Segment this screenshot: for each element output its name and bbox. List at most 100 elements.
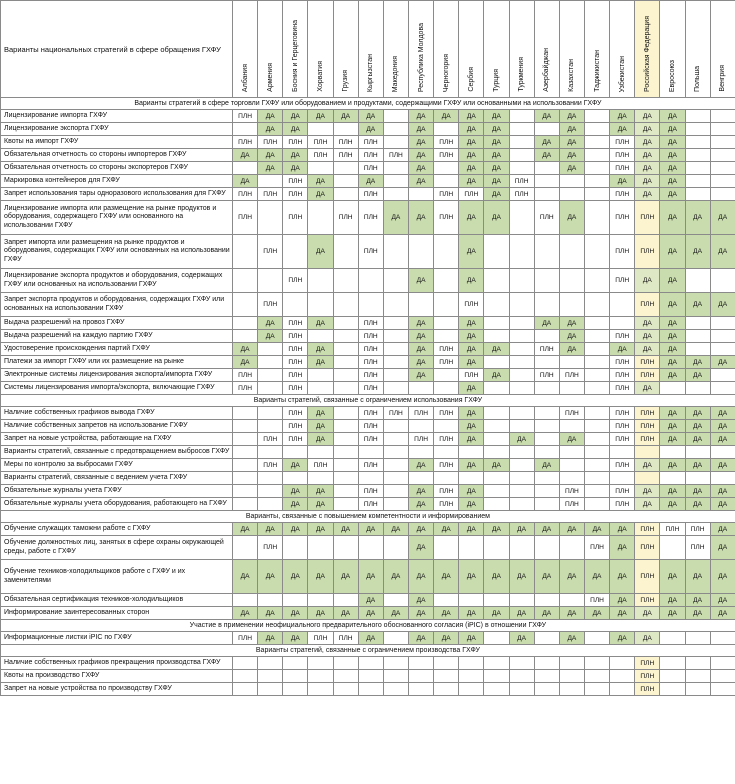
status-cell: ДА — [583, 606, 611, 620]
status-cell: ДА — [634, 458, 661, 472]
status-cell — [709, 471, 735, 485]
country-name: Албания — [241, 63, 249, 92]
status-cell — [382, 329, 409, 343]
status-cell — [558, 669, 585, 683]
status-cell — [709, 631, 735, 645]
status-cell: ДА — [558, 432, 585, 446]
status-cell: ДА — [282, 631, 309, 645]
row-label: Квоты на импорт ГХФУ — [0, 135, 233, 149]
status-cell: ДА — [382, 200, 409, 235]
status-cell: ПЛН — [433, 484, 460, 498]
status-cell — [332, 535, 359, 560]
status-cell: ДА — [709, 484, 735, 498]
status-cell — [282, 471, 309, 485]
status-cell: ДА — [357, 122, 384, 136]
status-cell — [684, 381, 711, 395]
status-cell: ПЛН — [458, 292, 485, 317]
status-cell: ДА — [332, 606, 359, 620]
status-cell — [231, 161, 259, 175]
status-cell: ДА — [257, 316, 284, 330]
status-cell — [382, 497, 409, 511]
status-cell — [332, 292, 359, 317]
status-cell — [257, 368, 284, 382]
row-label: Удостоверение происхождения партий ГХФУ — [0, 342, 233, 356]
status-cell: ДА — [659, 292, 686, 317]
status-cell — [483, 316, 510, 330]
status-cell: ПЛН — [282, 268, 309, 293]
status-cell: ПЛН — [357, 329, 384, 343]
status-cell — [357, 471, 384, 485]
status-cell — [382, 484, 409, 498]
row-label: Информационные листки iPIC по ГХФУ — [0, 631, 233, 645]
status-cell — [508, 458, 535, 472]
status-cell: ДА — [407, 161, 435, 175]
status-cell — [659, 381, 686, 395]
status-cell — [483, 497, 510, 511]
status-cell — [558, 682, 585, 696]
status-cell — [483, 484, 510, 498]
status-cell — [609, 682, 636, 696]
status-cell — [533, 122, 560, 136]
table-row: Платежи за импорт ГХФУ или их размещение… — [0, 355, 735, 369]
status-cell — [609, 292, 636, 317]
status-cell: ПЛН — [231, 200, 259, 235]
status-cell: ДА — [407, 535, 435, 560]
status-cell — [307, 200, 334, 235]
status-cell: ПЛН — [357, 497, 384, 511]
status-cell: ДА — [332, 109, 359, 123]
status-cell: ПЛН — [282, 135, 309, 149]
country-header: Туркмения — [508, 0, 535, 98]
status-cell — [583, 329, 611, 343]
status-cell — [709, 135, 735, 149]
status-cell: ПЛН — [634, 406, 661, 420]
status-cell — [282, 656, 309, 670]
status-cell: ДА — [407, 593, 435, 607]
status-cell: ДА — [382, 559, 409, 594]
status-cell: ДА — [684, 593, 711, 607]
status-cell: ДА — [458, 174, 485, 188]
status-cell — [583, 419, 611, 433]
status-cell: ПЛН — [659, 522, 686, 536]
status-cell: ДА — [282, 161, 309, 175]
status-cell — [332, 458, 359, 472]
status-cell: ДА — [659, 200, 686, 235]
status-cell — [332, 432, 359, 446]
status-cell: ПЛН — [609, 355, 636, 369]
table-row: Выдача разрешений на каждую партию ГХФУ Д… — [0, 329, 735, 343]
status-cell: ПЛН — [357, 148, 384, 162]
status-cell: ДА — [609, 342, 636, 356]
status-cell: ДА — [659, 187, 686, 201]
status-cell — [533, 268, 560, 293]
status-cell — [382, 471, 409, 485]
status-cell — [634, 445, 661, 459]
row-label: Лицензирование импорта ГХФУ — [0, 109, 233, 123]
status-cell — [458, 593, 485, 607]
status-cell — [684, 682, 711, 696]
status-cell: ПЛН — [231, 187, 259, 201]
status-cell: ПЛН — [609, 381, 636, 395]
country-header: Турция — [483, 0, 510, 98]
status-cell: ДА — [659, 593, 686, 607]
status-cell: ДА — [257, 631, 284, 645]
status-cell — [382, 445, 409, 459]
status-cell — [433, 445, 460, 459]
status-cell: ДА — [583, 559, 611, 594]
status-cell — [458, 535, 485, 560]
status-cell: ДА — [659, 342, 686, 356]
status-cell: ПЛН — [282, 329, 309, 343]
status-cell — [684, 135, 711, 149]
status-cell: ПЛН — [231, 631, 259, 645]
hcfc-strategy-table: Варианты национальных стратегий в сфере … — [0, 0, 735, 696]
status-cell — [583, 234, 611, 269]
status-cell — [407, 292, 435, 317]
table-title: Варианты национальных стратегий в сфере … — [0, 0, 233, 98]
status-cell: ДА — [282, 122, 309, 136]
status-cell — [332, 406, 359, 420]
status-cell: ДА — [634, 268, 661, 293]
status-cell: ПЛН — [433, 355, 460, 369]
status-cell: ДА — [634, 109, 661, 123]
status-cell — [508, 200, 535, 235]
row-label: Лицензирование импорта или размещение на… — [0, 200, 233, 235]
status-cell: ПЛН — [257, 187, 284, 201]
status-cell: ПЛН — [458, 187, 485, 201]
